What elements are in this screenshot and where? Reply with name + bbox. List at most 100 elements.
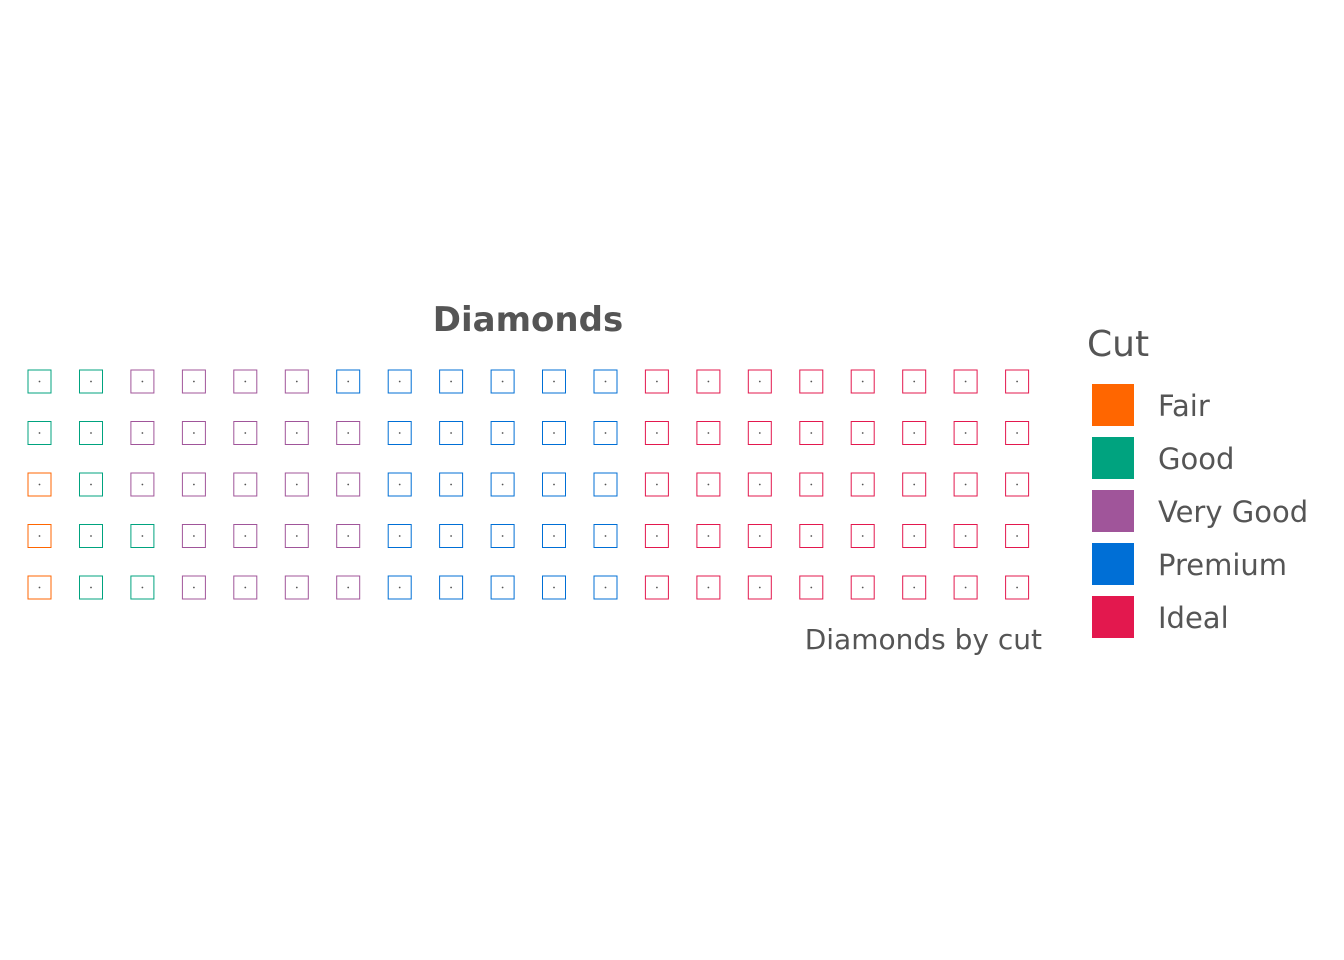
waffle-cell-dot bbox=[38, 432, 41, 434]
waffle-cell-dot bbox=[913, 483, 916, 486]
waffle-cell-premium bbox=[593, 524, 618, 548]
waffle-cell-dot bbox=[861, 483, 864, 486]
waffle-cell-dot bbox=[450, 535, 452, 537]
waffle-cell-dot bbox=[347, 432, 350, 434]
waffle-cell-dot bbox=[295, 535, 298, 537]
waffle-cell-dot bbox=[244, 586, 247, 589]
legend-label-good: Good bbox=[1158, 442, 1234, 476]
waffle-cell-ideal bbox=[850, 524, 875, 548]
waffle-cell-dot bbox=[295, 586, 298, 589]
waffle-cell-dot bbox=[964, 380, 967, 383]
waffle-cell-dot bbox=[707, 432, 710, 434]
waffle-cell-very-good bbox=[284, 369, 309, 394]
waffle-cell-premium bbox=[593, 575, 618, 600]
waffle-cell-good bbox=[79, 421, 103, 445]
waffle-cell-ideal bbox=[1005, 369, 1030, 394]
legend-swatch-premium bbox=[1092, 543, 1134, 585]
waffle-cell-dot bbox=[398, 483, 401, 486]
waffle-cell-premium bbox=[387, 575, 412, 600]
waffle-cell-ideal bbox=[644, 575, 669, 600]
waffle-cell-ideal bbox=[644, 369, 669, 394]
waffle-cell-dot bbox=[656, 380, 658, 383]
waffle-cell-dot bbox=[295, 483, 298, 486]
waffle-cell-dot bbox=[193, 380, 195, 383]
waffle-cell-good bbox=[130, 575, 155, 600]
waffle-cell-dot bbox=[604, 380, 607, 383]
waffle-cell-premium bbox=[439, 421, 464, 445]
waffle-cell-dot bbox=[913, 432, 916, 434]
waffle-cell-dot bbox=[656, 535, 658, 537]
waffle-cell-very-good bbox=[130, 421, 155, 445]
waffle-cell-dot bbox=[913, 586, 916, 589]
waffle-cell-dot bbox=[656, 483, 658, 486]
waffle-cell-premium bbox=[387, 369, 412, 394]
waffle-cell-ideal bbox=[747, 575, 772, 600]
waffle-cell-dot bbox=[913, 535, 916, 537]
waffle-cell-ideal bbox=[644, 421, 669, 445]
waffle-cell-good bbox=[79, 472, 103, 497]
waffle-cell-dot bbox=[553, 586, 555, 589]
waffle-cell-ideal bbox=[902, 369, 927, 394]
waffle-cell-dot bbox=[553, 380, 555, 383]
waffle-cell-dot bbox=[707, 380, 710, 383]
waffle-cell-dot bbox=[964, 483, 967, 486]
waffle-cell-dot bbox=[553, 432, 555, 434]
waffle-cell-dot bbox=[1016, 535, 1018, 537]
waffle-cell-ideal bbox=[850, 575, 875, 600]
waffle-cell-dot bbox=[244, 380, 247, 383]
waffle-cell-premium bbox=[490, 575, 515, 600]
waffle-cell-very-good bbox=[181, 524, 206, 548]
waffle-cell-premium bbox=[490, 421, 515, 445]
waffle-cell-very-good bbox=[130, 369, 155, 394]
waffle-cell-ideal bbox=[1005, 524, 1030, 548]
waffle-cell-dot bbox=[398, 432, 401, 434]
waffle-cell-ideal bbox=[696, 421, 721, 445]
waffle-cell-dot bbox=[450, 432, 452, 434]
waffle-cell-very-good bbox=[181, 472, 206, 497]
legend-swatch-ideal bbox=[1092, 596, 1134, 638]
waffle-cell-very-good bbox=[233, 369, 258, 394]
waffle-cell-dot bbox=[244, 483, 247, 486]
waffle-cell-dot bbox=[90, 586, 92, 589]
waffle-cell-fair bbox=[27, 472, 52, 497]
waffle-cell-ideal bbox=[1005, 575, 1030, 600]
waffle-cell-dot bbox=[758, 380, 761, 383]
waffle-cell-dot bbox=[347, 586, 350, 589]
legend-title: Cut bbox=[1087, 324, 1149, 365]
waffle-cell-very-good bbox=[284, 472, 309, 497]
waffle-cell-dot bbox=[861, 432, 864, 434]
waffle-cell-dot bbox=[501, 483, 504, 486]
waffle-cell-ideal bbox=[953, 421, 978, 445]
waffle-cell-dot bbox=[501, 432, 504, 434]
waffle-cell-dot bbox=[90, 380, 92, 383]
waffle-cell-ideal bbox=[902, 575, 927, 600]
waffle-cell-very-good bbox=[336, 472, 361, 497]
waffle-cell-very-good bbox=[233, 421, 258, 445]
waffle-cell-very-good bbox=[284, 575, 309, 600]
waffle-cell-ideal bbox=[696, 575, 721, 600]
waffle-cell-dot bbox=[758, 483, 761, 486]
waffle-cell-dot bbox=[810, 586, 813, 589]
waffle-cell-very-good bbox=[181, 575, 206, 600]
waffle-cell-dot bbox=[604, 432, 607, 434]
waffle-cell-ideal bbox=[902, 472, 927, 497]
waffle-cell-good bbox=[130, 524, 155, 548]
waffle-cell-dot bbox=[604, 586, 607, 589]
waffle-cell-dot bbox=[244, 432, 247, 434]
waffle-cell-dot bbox=[38, 483, 41, 486]
waffle-cell-ideal bbox=[747, 369, 772, 394]
waffle-cell-ideal bbox=[953, 524, 978, 548]
waffle-cell-dot bbox=[347, 535, 350, 537]
waffle-cell-premium bbox=[439, 575, 464, 600]
waffle-cell-ideal bbox=[1005, 421, 1030, 445]
waffle-cell-dot bbox=[450, 586, 452, 589]
waffle-cell-dot bbox=[193, 535, 195, 537]
waffle-cell-dot bbox=[398, 586, 401, 589]
waffle-cell-dot bbox=[861, 380, 864, 383]
waffle-cell-ideal bbox=[850, 472, 875, 497]
waffle-cell-dot bbox=[501, 535, 504, 537]
waffle-cell-dot bbox=[398, 535, 401, 537]
waffle-cell-ideal bbox=[953, 369, 978, 394]
waffle-cell-dot bbox=[861, 535, 864, 537]
